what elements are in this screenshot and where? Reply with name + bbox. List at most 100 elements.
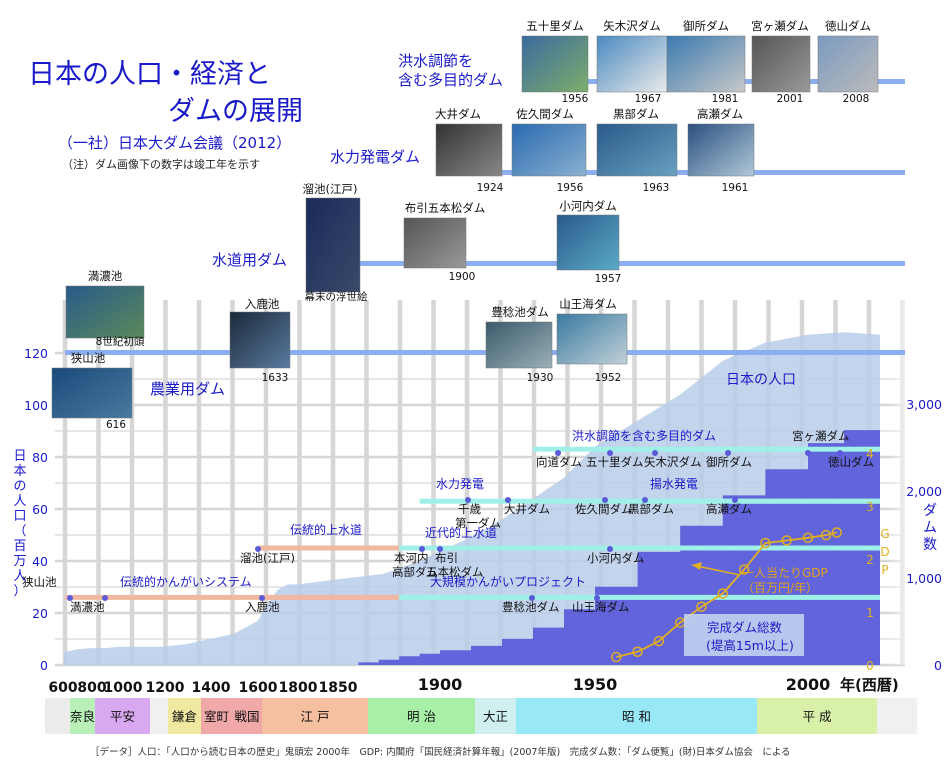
y-tick-label: 20 [32,606,48,621]
dam-label: 山王海ダム [572,600,630,614]
dam-marker [529,595,535,601]
dam-photo-year: 1957 [595,273,622,285]
era-label: 平 成 [803,709,832,724]
dam-marker [255,546,261,552]
gdp-point [760,537,771,549]
dam-photos: 五十里ダム 1956 矢木沢ダム 1967 御所ダム 1981 宮ヶ瀬ダム 2001 徳山ダム 2… [51,19,879,431]
dam-photo [485,321,553,369]
era-block [516,698,757,734]
dam-marker [419,546,425,552]
dam-photo [65,285,145,339]
category-agri: 農業用ダム [150,380,225,398]
dam-photo [403,217,467,269]
gdp-point [632,646,643,657]
project-label: 洪水調節を含む多目的ダム [572,428,716,443]
era-label: 奈良 [70,709,95,724]
project-label: 近代的上水道 [425,525,497,540]
dam-label: 五本松ダム [426,565,484,579]
era-block [70,698,95,734]
dam-marker [67,595,73,601]
title-line1: 日本の人口・経済と [28,59,271,90]
dam-count-label: 完成ダム総数 [707,620,783,635]
category-multi2: 含む多目的ダム [398,71,503,89]
y-axis-label-char: 日 [13,449,26,464]
dam-label: 五十里ダム [586,455,644,469]
y-axis-label-char: 人 [13,494,26,509]
project-label: 水力発電 [436,477,484,491]
project-bar [399,545,880,551]
dam-photo-year: 1924 [477,182,504,194]
x-tick-label: 600 [48,680,77,696]
dam-photo [556,313,628,365]
dam-photo-name: 満濃池 [88,269,123,283]
dam-photo-name: 布引五本松ダム [405,201,486,215]
y-axis-label-char: 万 [13,554,26,569]
gdp-tick-label: 1 [866,606,874,620]
dam-marker [102,595,108,601]
y-axis-label-char: 本 [13,464,26,479]
dam-marker [732,497,738,503]
dam-label: 布引 [435,551,458,565]
dam-photo-name: 大井ダム [435,107,481,121]
y-axis-label-char: （ [13,524,26,539]
y2-tick-label: 0 [934,658,942,673]
era-block [368,698,475,734]
dam-total-area [338,430,880,665]
dam-marker [607,546,613,552]
dam-photo-year: 1981 [712,93,739,105]
era-block [757,698,877,734]
era-block [262,698,368,734]
gdp-point [802,532,814,544]
era-block [201,698,232,734]
dam-photo-year: 1956 [557,182,584,194]
project-label: 伝統的かんがいシステム [120,574,252,589]
y2-tick-label: 2,000 [906,484,942,499]
gdp-tick-label: 0 [866,659,874,673]
y-axis-label-char: の [13,479,26,494]
dam-label: 矢木沢ダム [644,455,702,469]
y-axis-label-group: 日本の人口（百万人） [13,449,26,599]
gdp-point [781,535,792,546]
x-tick-label: 1200 [146,680,185,696]
x-tick-label: 1000 [104,680,143,696]
dam-marker [505,497,511,503]
title-org: （一社）日本大ダム会議（2012） [58,134,291,152]
dam-marker [594,595,600,601]
y2-axis-label-char: ム [923,520,937,536]
y-tick-label: 120 [24,346,48,361]
gdp-tick-label: 3 [866,500,874,514]
dam-label: 御所ダム [706,455,752,469]
era-label: 戦国 [234,709,259,724]
y2-tick-label: 3,000 [906,397,942,412]
dam-photo [521,35,589,93]
source-note: ［データ］人口：「人口から読む日本の歴史」鬼頭宏 2000年 GDP: 内閣府「… [90,746,791,758]
dam-count-box [684,614,804,656]
dam-label: 宮ヶ瀬ダム [792,429,850,443]
dam-photo-year: 616 [106,419,126,431]
dam-photo-name: 徳山ダム [825,19,871,33]
dam-photo [687,123,755,177]
category-hydro: 水力発電ダム [330,148,420,166]
dam-label: 満濃池 [70,600,105,614]
project-bar [65,594,400,600]
dam-label: 第一ダム [455,516,501,530]
dam-label: 黒部ダム [628,502,674,516]
gdp-point [820,529,832,541]
dam-marker [805,450,811,456]
x-axis-label: 年(西暦) [840,676,899,694]
era-post [877,698,917,734]
dam-label: 高部ダム [392,565,438,579]
y-axis-label-char: 人 [13,569,26,584]
dam-label: 徳山ダム [828,455,874,469]
y2-axis-label-char: ダ [923,503,937,519]
y-tick-label: 60 [32,502,48,517]
dam-label: 入鹿池 [245,600,280,614]
dam-photo-name: 高瀬ダム [697,107,743,121]
dam-marker [602,497,608,503]
dam-marker [725,450,731,456]
y2-axis-label-char: 数 [923,537,937,553]
gdp-axis-label-char: D [880,545,889,559]
timeline-bar-agri [65,350,905,355]
title-note: （注）ダム画像下の数字は竣工年を示す [62,157,260,171]
